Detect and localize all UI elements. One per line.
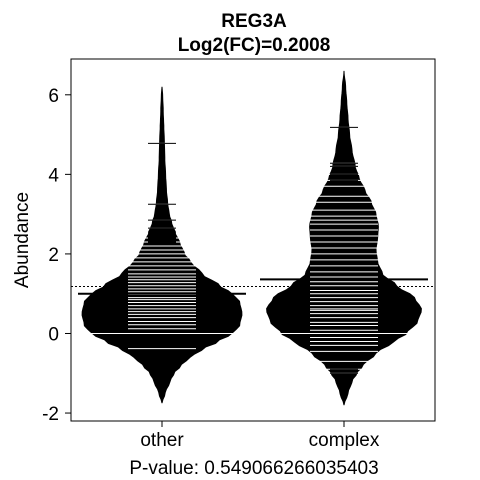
x-axis: other complex [140,420,380,451]
beans-layer [71,70,435,406]
chart-subtitle: Log2(FC)=0.2008 [178,35,331,56]
y-tick-label: -2 [42,404,59,425]
x-tick-label: other [140,430,184,451]
y-tick-label: 6 [48,86,59,107]
y-axis: -2 0 2 4 6 [42,86,72,425]
chart-title: REG3A [221,11,287,32]
y-tick-label: 0 [48,324,59,345]
y-tick-label: 4 [48,165,59,186]
bean-other [78,86,246,404]
y-tick-label: 2 [48,245,59,266]
plot-frame [70,58,436,422]
x-tick-label: complex [309,430,380,451]
x-axis-label: P-value: 0.549066266035403 [129,458,378,479]
bean-shape-other [81,86,243,404]
bean-complex [260,70,428,406]
y-axis-label: Abundance [12,192,33,288]
bean-shape-complex [266,70,422,406]
